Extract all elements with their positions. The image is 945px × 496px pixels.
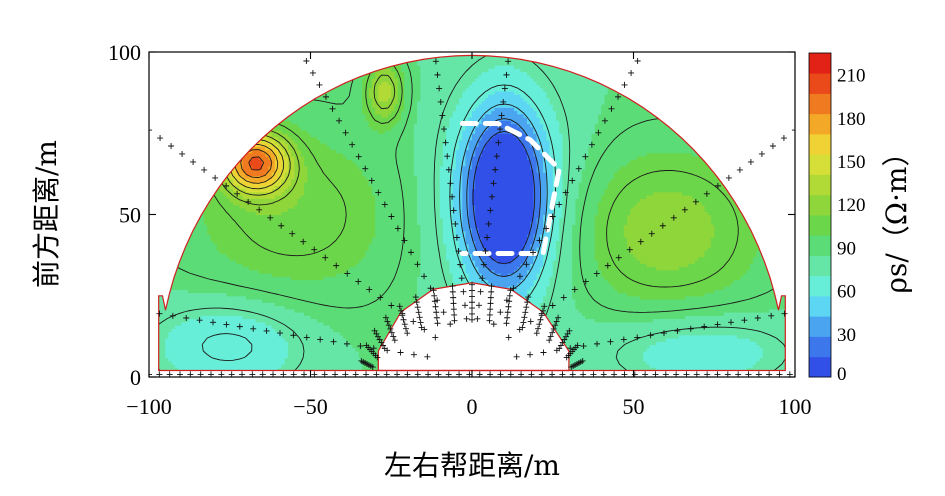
colorbar-swatch [809, 296, 831, 317]
contour-plot [149, 54, 795, 377]
y-tick-label: 0 [130, 365, 141, 390]
colorbar-tick-label: 90 [837, 238, 856, 259]
colorbar-tick-label: 180 [837, 109, 866, 130]
y-tick-label: 100 [108, 40, 141, 65]
colorbar-swatch [809, 53, 831, 74]
measurement-points [149, 58, 795, 377]
colorbar-swatch [809, 73, 831, 94]
colorbar-swatch [809, 215, 831, 236]
x-axis-ticks: −100 −50 0 50 100 [126, 52, 812, 419]
colorbar-swatch [809, 356, 831, 378]
colorbar-tick-label: 150 [837, 152, 866, 173]
colorbar-swatch [809, 235, 831, 256]
colorbar-swatch [809, 174, 831, 196]
survey-boundary [158, 54, 786, 372]
colorbar: 0 30 60 90 120 150 180 210 [808, 52, 866, 385]
colorbar-label: ρs/（Ω·m） [880, 139, 913, 294]
colorbar-tick-label: 30 [837, 325, 856, 346]
colorbar-tick-label: 60 [837, 282, 856, 303]
colorbar-swatch [809, 316, 831, 337]
colorbar-swatch [809, 194, 831, 216]
x-tick-label: −100 [126, 394, 171, 419]
colorbar-tick-label: 120 [837, 195, 866, 216]
y-tick-label: 50 [119, 203, 141, 228]
colorbar-tick-label: 0 [837, 364, 847, 385]
x-axis-title: 左右帮距离/m [384, 449, 560, 482]
x-tick-label: 50 [623, 394, 645, 419]
x-tick-label: 100 [779, 394, 812, 419]
colorbar-swatch [809, 275, 831, 297]
y-axis-ticks: 0 50 100 [108, 40, 795, 390]
colorbar-tick-label: 210 [837, 66, 866, 87]
y-axis-title: 前方距离/m [30, 140, 63, 288]
colorbar-swatch [809, 113, 831, 135]
low-resistivity-anomaly-outline [459, 121, 562, 256]
colorbar-swatch [809, 336, 831, 358]
colorbar-swatch [809, 255, 831, 277]
x-tick-label: −50 [293, 394, 327, 419]
x-tick-label: 0 [467, 394, 478, 419]
colorbar-swatch [809, 93, 831, 115]
colorbar-swatch [809, 154, 831, 175]
colorbar-swatch [809, 134, 831, 155]
